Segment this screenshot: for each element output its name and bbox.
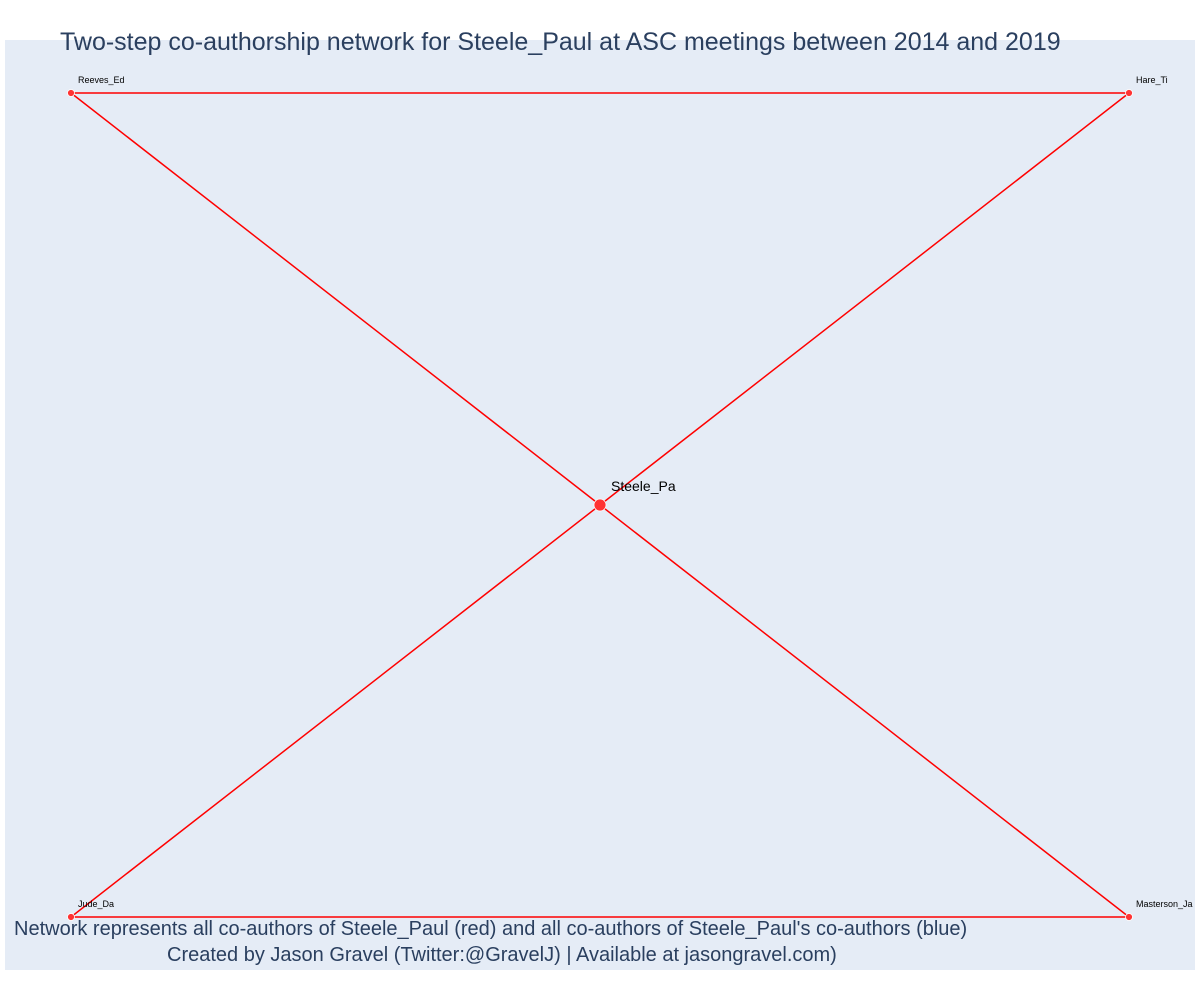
node-label-reeves: Reeves_Ed xyxy=(78,75,125,85)
node-masterson[interactable] xyxy=(1125,913,1133,921)
node-label-steele: Steele_Pa xyxy=(611,478,676,494)
caption-line-1: Network represents all co-authors of Ste… xyxy=(14,918,968,940)
labels-layer: Steele_Pa Reeves_Ed Hare_Ti Jude_Da Masterso… xyxy=(78,75,1193,909)
edge-masterson-steele xyxy=(599,504,1130,918)
node-jude[interactable] xyxy=(67,913,75,921)
node-label-hare: Hare_Ti xyxy=(1136,75,1168,85)
node-reeves[interactable] xyxy=(67,89,75,97)
node-label-masterson: Masterson_Ja xyxy=(1136,899,1193,909)
edge-hare-steele xyxy=(599,92,1130,506)
edges-layer xyxy=(70,92,1130,918)
node-hare[interactable] xyxy=(1125,89,1133,97)
node-steele[interactable] xyxy=(593,498,607,512)
chart-title: Two-step co-authorship network for Steel… xyxy=(60,28,1061,56)
nodes-layer xyxy=(67,89,1133,921)
caption-line-2: Created by Jason Gravel (Twitter:@Gravel… xyxy=(167,944,837,966)
edge-reeves-steele xyxy=(70,92,601,506)
node-label-jude: Jude_Da xyxy=(78,899,114,909)
edge-jude-steele xyxy=(70,504,601,918)
